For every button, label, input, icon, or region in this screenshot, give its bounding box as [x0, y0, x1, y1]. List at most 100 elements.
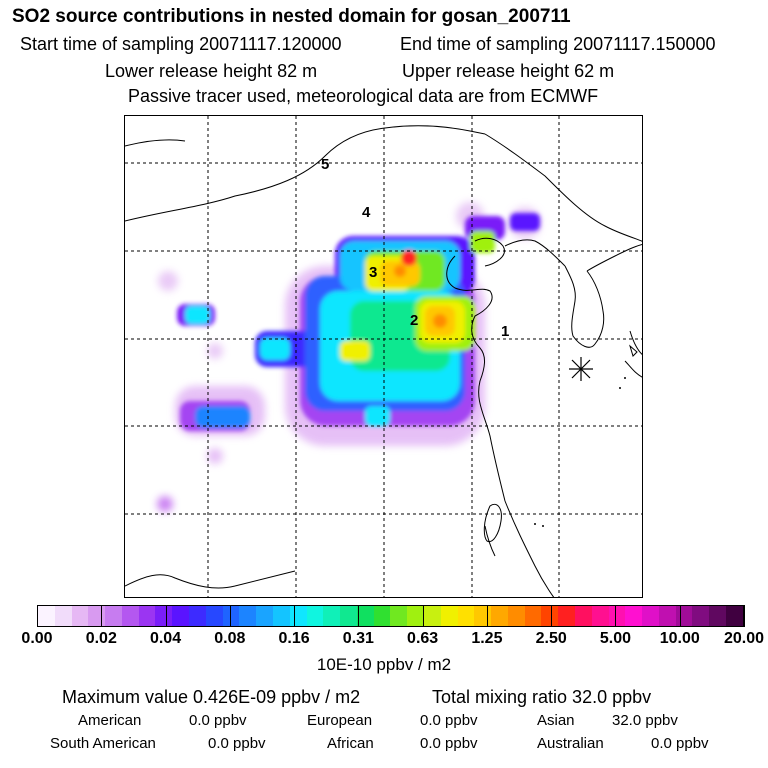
asian-value: 32.0 ppbv	[612, 712, 678, 729]
african-value: 0.0 ppbv	[420, 735, 478, 752]
color-scale-tick-label: 0.31	[342, 630, 374, 647]
color-scale-swatch	[38, 606, 55, 626]
color-scale-swatch	[121, 606, 139, 626]
color-scale-swatch	[138, 606, 156, 626]
asian-label: Asian	[537, 712, 575, 729]
color-scale-swatch	[658, 606, 676, 626]
total-mixing-text: Total mixing ratio 32.0 ppbv	[432, 687, 652, 707]
source-marker-4: 4	[362, 204, 371, 221]
color-scale-tick	[422, 605, 424, 627]
color-scale-swatch	[625, 606, 643, 626]
color-scale-tick	[101, 605, 103, 627]
color-scale-tick	[37, 605, 38, 627]
color-scale-swatch	[726, 606, 743, 626]
color-scale-swatch	[390, 606, 408, 626]
color-scale-unit: 10E-10 ppbv / m2	[316, 655, 452, 674]
australian-value: 0.0 ppbv	[651, 735, 709, 752]
end-time-text: End time of sampling 20071117.150000	[400, 34, 716, 54]
color-scale-tick-label: 0.08	[214, 630, 246, 647]
color-scale-swatch	[709, 606, 727, 626]
map-title: SO2 source contributions in nested domai…	[12, 6, 571, 27]
south-american-value: 0.0 ppbv	[208, 735, 266, 752]
color-scale-swatch	[407, 606, 424, 626]
color-scale-swatch	[340, 606, 357, 626]
color-scale-swatch	[524, 606, 542, 626]
color-scale-swatch	[88, 606, 106, 626]
european-label: European	[307, 712, 373, 729]
color-scale-swatch	[675, 606, 693, 626]
color-scale-tick-label: 0.04	[149, 630, 182, 647]
color-scale-swatch	[323, 606, 341, 626]
color-scale-swatch	[272, 606, 290, 626]
coastlines	[125, 125, 642, 597]
color-scale-tick-label: 0.00	[21, 630, 53, 647]
color-scale-swatch	[54, 606, 72, 626]
color-scale-swatch	[575, 606, 592, 626]
source-marker-5: 5	[321, 156, 330, 173]
receptor-asterisk-icon	[569, 357, 593, 381]
european-value: 0.0 ppbv	[420, 712, 478, 729]
color-scale-swatch	[306, 606, 324, 626]
color-scale-swatch	[105, 606, 122, 626]
south-american-label: South American	[50, 735, 156, 752]
color-scale-swatch	[642, 606, 659, 626]
color-scale-swatch	[591, 606, 609, 626]
source-marker-2: 2	[410, 312, 419, 329]
color-scale-tick	[165, 605, 167, 627]
lower-release-text: Lower release height 82 m	[105, 61, 318, 81]
color-scale-swatch	[222, 606, 240, 626]
color-scale-tick	[744, 605, 745, 627]
australian-label: Australian	[537, 735, 604, 752]
color-scale-swatch	[373, 606, 391, 626]
map-canvas	[125, 116, 642, 597]
color-scale-swatch	[440, 606, 458, 626]
color-scale-tick-label: 2.50	[535, 630, 567, 647]
color-scale-swatch	[155, 606, 173, 626]
color-scale-bar	[37, 605, 744, 627]
color-scale-swatch	[558, 606, 575, 626]
color-scale-swatch	[474, 606, 492, 626]
color-scale-swatch	[71, 606, 89, 626]
color-scale-tick	[679, 605, 681, 627]
color-scale-swatch	[692, 606, 710, 626]
color-scale-swatch	[239, 606, 257, 626]
color-scale-tick-label: 20.00	[723, 630, 765, 647]
max-value-text: Maximum value 0.426E-09 ppbv / m2	[62, 687, 361, 707]
color-scale-swatch	[608, 606, 626, 626]
color-scale-swatch	[189, 606, 206, 626]
color-scale-tick-label: 1.25	[471, 630, 503, 647]
color-scale-swatch	[205, 606, 223, 626]
color-scale-tick	[486, 605, 488, 627]
source-marker-1: 1	[501, 323, 510, 340]
color-scale-tick	[229, 605, 231, 627]
upper-release-text: Upper release height 62 m	[402, 61, 615, 81]
color-scale-tick-label: 0.16	[278, 630, 310, 647]
start-time-text: Start time of sampling 20071117.120000	[20, 34, 342, 54]
color-scale-tick-label: 5.00	[599, 630, 632, 647]
african-label: African	[327, 735, 374, 752]
color-scale-tick	[615, 605, 617, 627]
american-value: 0.0 ppbv	[189, 712, 247, 729]
color-scale-swatch	[256, 606, 273, 626]
color-scale-swatch	[491, 606, 508, 626]
color-scale-swatch	[423, 606, 441, 626]
color-scale-tick	[294, 605, 296, 627]
color-scale-swatch	[457, 606, 475, 626]
color-scale-tick	[358, 605, 360, 627]
american-label: American	[78, 712, 142, 729]
color-scale-swatch	[541, 606, 559, 626]
source-marker-3: 3	[369, 264, 378, 281]
map-panel: 1 2 3 4 5	[124, 115, 643, 598]
color-scale-tick-label: 0.02	[85, 630, 117, 647]
color-scale-swatch	[356, 606, 374, 626]
lat-lon-grid	[125, 116, 642, 597]
color-scale-swatch	[289, 606, 307, 626]
taiwan-outline	[483, 503, 502, 543]
color-scale-tick	[551, 605, 553, 627]
color-scale-tick-label: 0.63	[407, 630, 439, 647]
concentration-field	[157, 202, 541, 512]
color-scale-swatch	[507, 606, 525, 626]
tracer-note-text: Passive tracer used, meteorological data…	[128, 86, 599, 106]
color-scale-swatch	[172, 606, 190, 626]
color-scale-tick-label: 10.00	[659, 630, 700, 647]
